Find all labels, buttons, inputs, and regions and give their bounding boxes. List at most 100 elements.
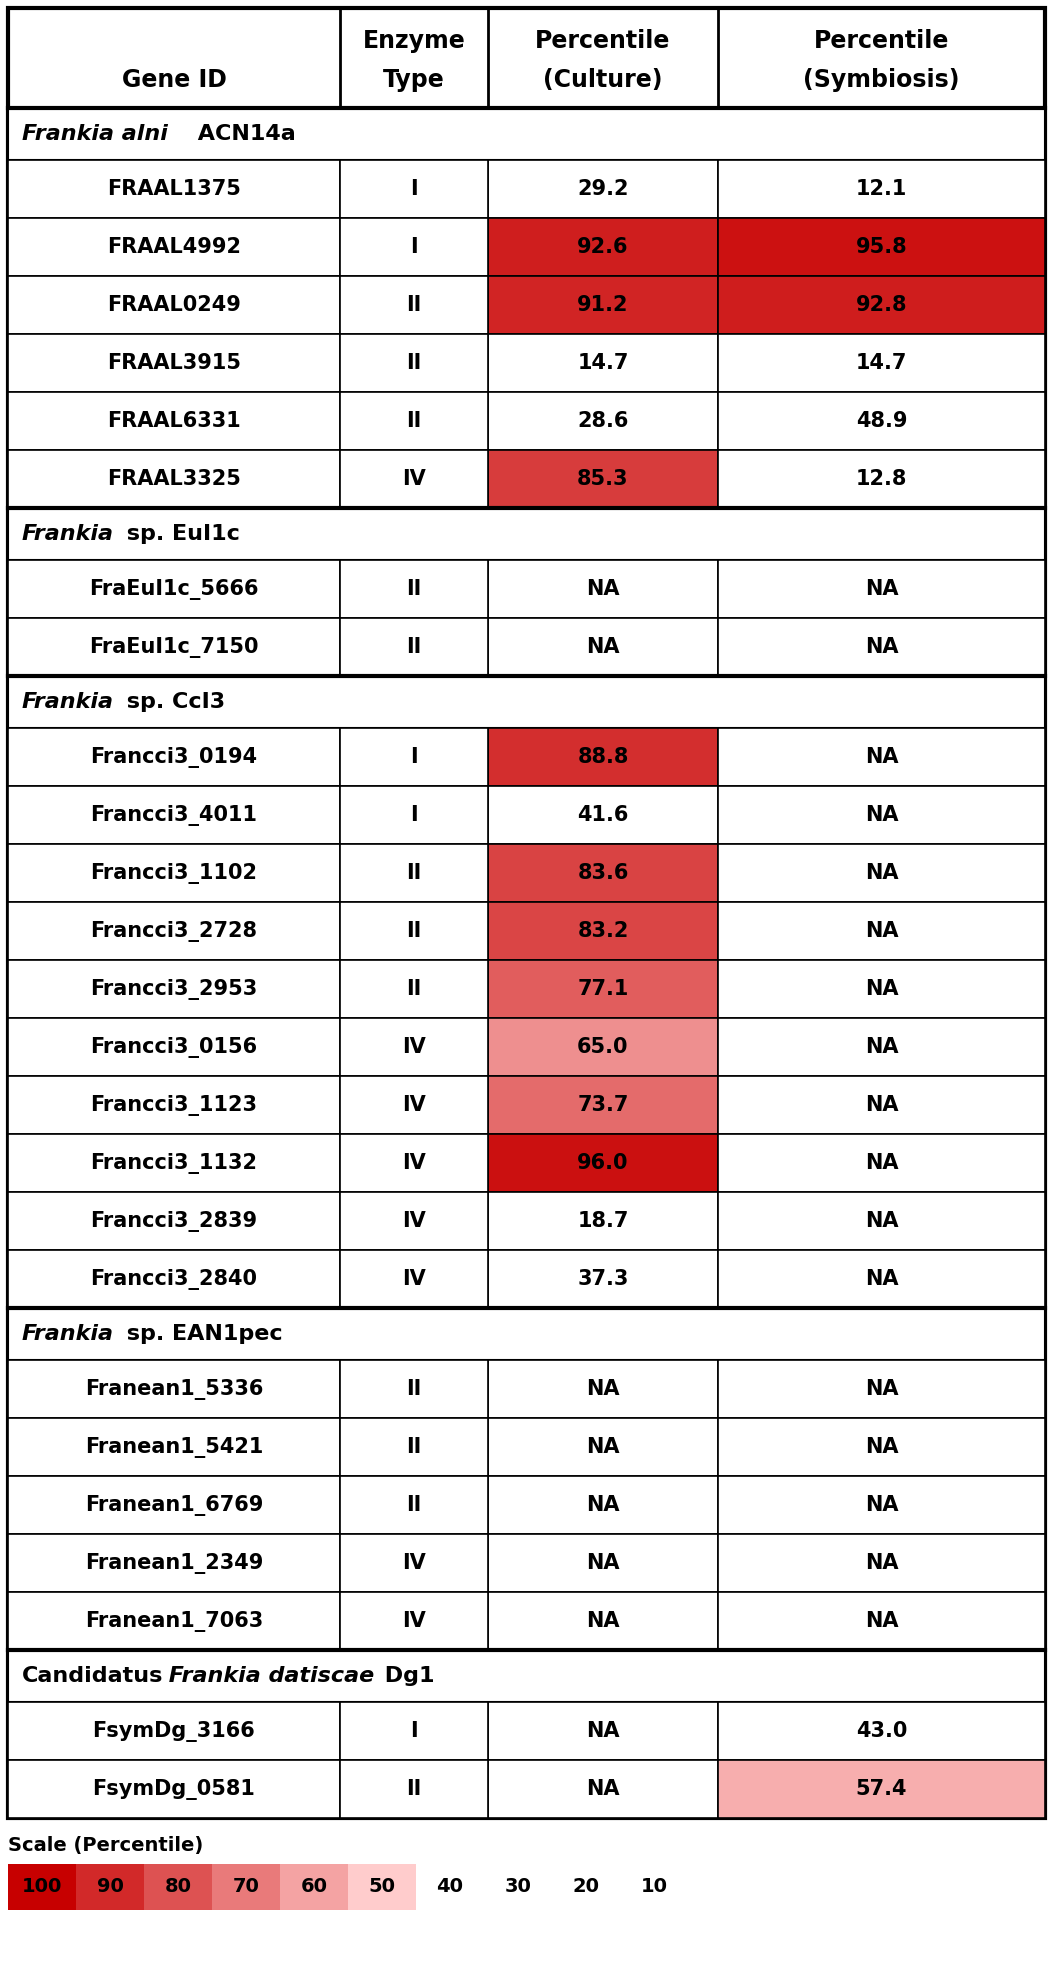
Text: NA: NA bbox=[587, 1720, 620, 1742]
Text: FraEuI1c_7150: FraEuI1c_7150 bbox=[90, 636, 259, 657]
Text: 80: 80 bbox=[164, 1877, 192, 1897]
Text: Frankia: Frankia bbox=[22, 523, 114, 543]
Text: sp. EuI1c: sp. EuI1c bbox=[119, 523, 240, 543]
Bar bbox=[340, 1017, 488, 1076]
Bar bbox=[340, 1592, 488, 1649]
Bar bbox=[8, 1250, 340, 1309]
Text: 96.0: 96.0 bbox=[577, 1153, 629, 1173]
Text: I: I bbox=[411, 1720, 418, 1742]
Text: Dg1: Dg1 bbox=[377, 1667, 435, 1687]
Text: 73.7: 73.7 bbox=[577, 1094, 629, 1116]
Text: 43.0: 43.0 bbox=[856, 1720, 908, 1742]
Text: I: I bbox=[411, 236, 418, 258]
Text: II: II bbox=[406, 295, 421, 315]
Bar bbox=[488, 159, 718, 218]
Text: Francci3_1123: Francci3_1123 bbox=[91, 1094, 258, 1116]
Bar bbox=[488, 1702, 718, 1759]
Text: NA: NA bbox=[587, 1380, 620, 1399]
Text: 65.0: 65.0 bbox=[577, 1037, 629, 1057]
Text: FRAAL0249: FRAAL0249 bbox=[107, 295, 241, 315]
Text: NA: NA bbox=[865, 1037, 898, 1057]
Text: II: II bbox=[406, 411, 421, 431]
Bar bbox=[488, 1476, 718, 1533]
Text: NA: NA bbox=[865, 638, 898, 657]
Text: (Culture): (Culture) bbox=[543, 69, 662, 92]
Text: sp. EAN1pec: sp. EAN1pec bbox=[119, 1324, 282, 1344]
Text: FsymDg_3166: FsymDg_3166 bbox=[93, 1720, 256, 1742]
Text: I: I bbox=[411, 748, 418, 768]
Text: II: II bbox=[406, 1496, 421, 1515]
Bar bbox=[488, 392, 718, 451]
Bar bbox=[8, 675, 1045, 728]
Bar bbox=[718, 618, 1045, 675]
Bar bbox=[8, 451, 340, 508]
Bar bbox=[718, 844, 1045, 901]
Bar bbox=[718, 1702, 1045, 1759]
Bar bbox=[340, 785, 488, 844]
Bar bbox=[340, 1250, 488, 1309]
Bar bbox=[340, 1134, 488, 1193]
Bar bbox=[718, 159, 1045, 218]
Text: FraEuI1c_5666: FraEuI1c_5666 bbox=[90, 579, 259, 600]
Bar bbox=[488, 1250, 718, 1309]
Bar bbox=[8, 960, 340, 1017]
Text: FRAAL6331: FRAAL6331 bbox=[107, 411, 241, 431]
Text: Gene ID: Gene ID bbox=[121, 69, 226, 92]
Bar bbox=[8, 561, 340, 618]
Text: II: II bbox=[406, 1779, 421, 1799]
Bar bbox=[488, 1759, 718, 1818]
Text: Percentile: Percentile bbox=[535, 30, 671, 53]
Bar bbox=[8, 844, 340, 901]
Text: Enzyme: Enzyme bbox=[362, 30, 465, 53]
Text: Type: Type bbox=[383, 69, 444, 92]
Text: NA: NA bbox=[587, 1437, 620, 1456]
Text: 95.8: 95.8 bbox=[856, 236, 908, 258]
Bar bbox=[718, 1476, 1045, 1533]
Bar bbox=[340, 159, 488, 218]
Text: NA: NA bbox=[865, 1094, 898, 1116]
Bar bbox=[718, 1134, 1045, 1193]
Text: NA: NA bbox=[865, 1437, 898, 1456]
Text: 40: 40 bbox=[437, 1877, 463, 1897]
Bar bbox=[340, 960, 488, 1017]
Bar bbox=[718, 561, 1045, 618]
Text: 12.1: 12.1 bbox=[856, 179, 908, 199]
Bar bbox=[718, 392, 1045, 451]
Bar bbox=[488, 1592, 718, 1649]
Text: 100: 100 bbox=[22, 1877, 62, 1897]
Text: II: II bbox=[406, 1380, 421, 1399]
Text: 91.2: 91.2 bbox=[577, 295, 629, 315]
Text: NA: NA bbox=[865, 579, 898, 598]
Bar bbox=[144, 1864, 212, 1911]
Text: 18.7: 18.7 bbox=[577, 1210, 629, 1232]
Text: 70: 70 bbox=[233, 1877, 259, 1897]
Text: 20: 20 bbox=[573, 1877, 599, 1897]
Text: 14.7: 14.7 bbox=[856, 352, 908, 374]
Text: 77.1: 77.1 bbox=[577, 978, 629, 1000]
Bar bbox=[8, 1193, 340, 1250]
Bar bbox=[718, 1017, 1045, 1076]
Text: 48.9: 48.9 bbox=[856, 411, 908, 431]
Text: Francci3_0156: Francci3_0156 bbox=[91, 1037, 258, 1057]
Bar bbox=[8, 728, 340, 785]
Text: I: I bbox=[411, 805, 418, 825]
Text: Franean1_2349: Franean1_2349 bbox=[85, 1553, 263, 1574]
Text: 37.3: 37.3 bbox=[577, 1269, 629, 1289]
Bar bbox=[347, 1864, 416, 1911]
Text: NA: NA bbox=[587, 638, 620, 657]
Text: Francci3_2953: Francci3_2953 bbox=[91, 978, 258, 1000]
Text: NA: NA bbox=[587, 1496, 620, 1515]
Text: Franean1_7063: Franean1_7063 bbox=[85, 1610, 263, 1631]
Bar bbox=[552, 1864, 620, 1911]
Bar bbox=[718, 1360, 1045, 1419]
Bar bbox=[488, 1134, 718, 1193]
Bar bbox=[488, 1193, 718, 1250]
Text: 83.2: 83.2 bbox=[577, 921, 629, 941]
Bar bbox=[8, 1592, 340, 1649]
Text: II: II bbox=[406, 1437, 421, 1456]
Text: 30: 30 bbox=[504, 1877, 532, 1897]
Bar bbox=[718, 218, 1045, 276]
Bar bbox=[488, 561, 718, 618]
Bar bbox=[8, 1134, 340, 1193]
Bar bbox=[340, 1076, 488, 1134]
